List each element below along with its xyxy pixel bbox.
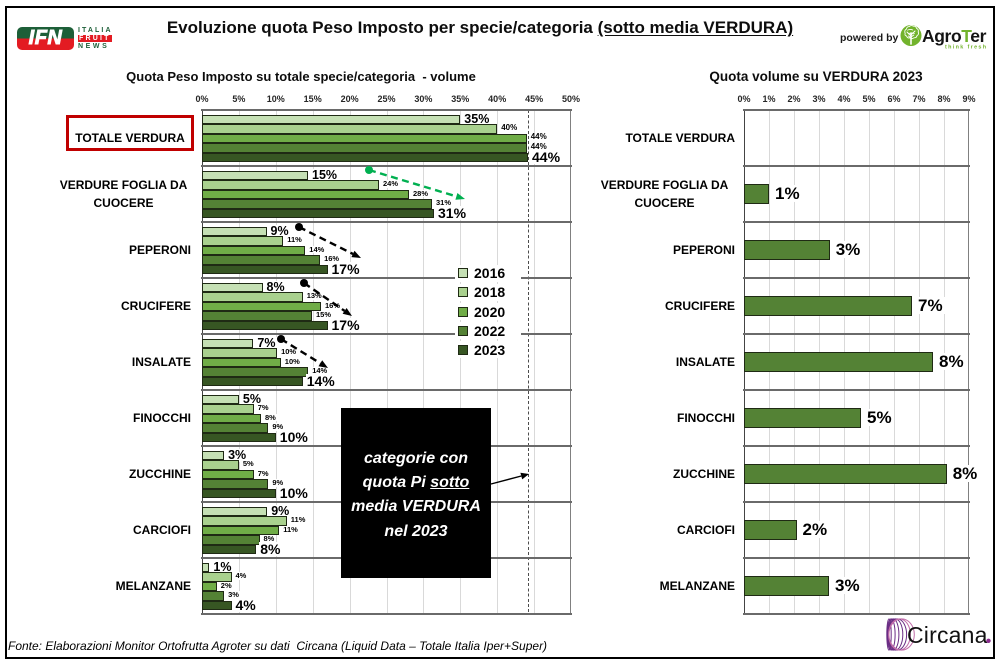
svg-text:think fresh: think fresh xyxy=(945,45,987,51)
svg-text:AgroTer: AgroTer xyxy=(922,26,987,46)
svg-text:Circana: Circana xyxy=(907,622,988,648)
